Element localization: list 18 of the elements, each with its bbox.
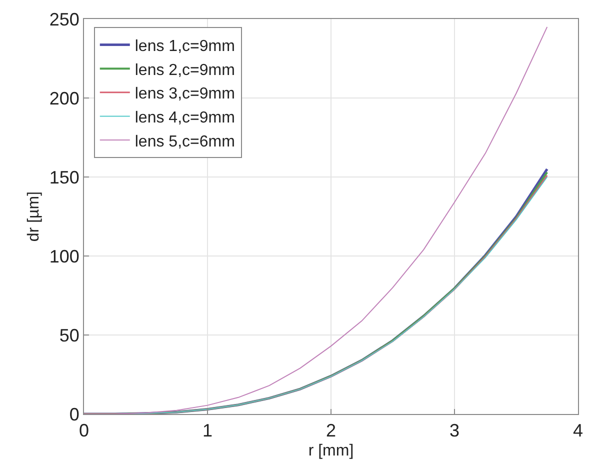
y-tick-label: 200 (49, 88, 80, 108)
y-axis-title: dr [µm] (25, 191, 42, 242)
legend-label: lens 5,c=6mm (134, 133, 235, 150)
y-tick-label: 50 (59, 325, 80, 346)
y-tick-label: 100 (49, 246, 80, 266)
x-tick-label: 4 (572, 420, 584, 441)
x-tick-label: 1 (202, 420, 213, 441)
legend-label: lens 2,c=9mm (134, 62, 235, 79)
x-tick-label: 3 (449, 420, 460, 441)
y-tick-label: 0 (69, 404, 80, 424)
legend-label: lens 4,c=9mm (134, 109, 235, 126)
legend-label: lens 1,c=9mm (134, 38, 235, 56)
y-tick-label: 150 (49, 167, 80, 188)
legend-label: lens 3,c=9mm (134, 86, 235, 103)
x-tick-label: 2 (326, 420, 336, 441)
x-axis-title: r [mm] (308, 442, 354, 460)
line-series (84, 26, 548, 414)
y-tick-label: 250 (49, 9, 80, 30)
